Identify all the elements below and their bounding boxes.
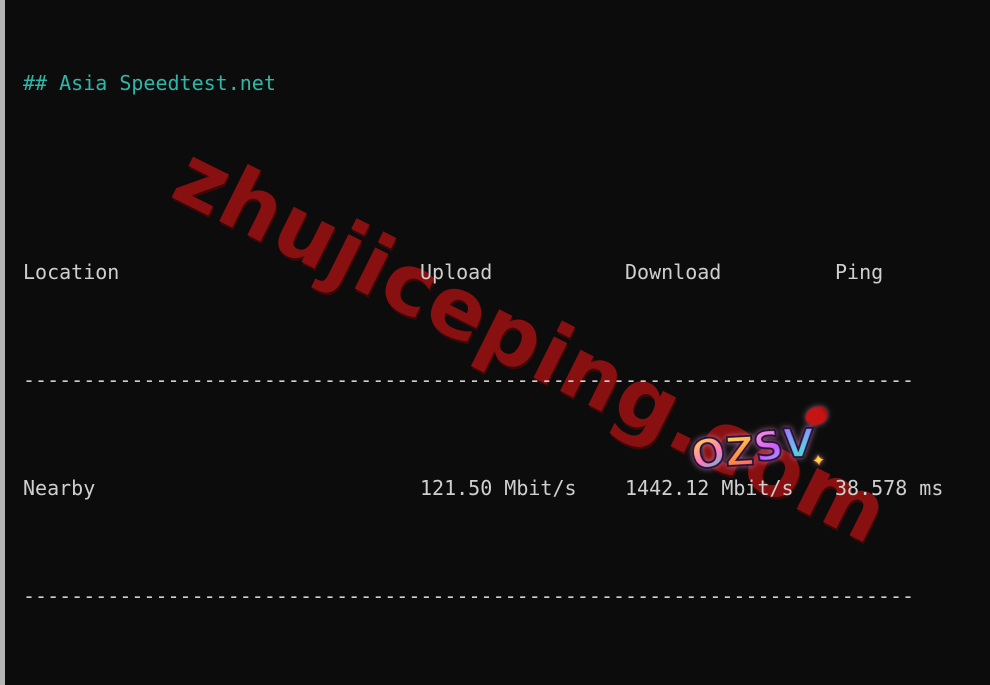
sparkle-icon: ✦ [810, 450, 827, 471]
column-header-ping: Ping [835, 260, 884, 284]
separator-line: ----------------------------------------… [23, 368, 915, 392]
blank-line [23, 151, 990, 178]
terminal-output: ## Asia Speedtest.net Location Upload Do… [23, 16, 990, 685]
sticker-letter: Z [723, 428, 756, 477]
nearby-row: Nearby 121.50 Mbit/s 1442.12 Mbit/s 38.5… [23, 475, 990, 502]
separator-line: ----------------------------------------… [23, 584, 915, 608]
cell-download: 1442.12 Mbit/s [625, 476, 794, 500]
sticker-letter: O [686, 427, 731, 481]
cell-upload: 121.50 Mbit/s [420, 476, 577, 500]
cell-location: Nearby [23, 476, 96, 500]
sticker-letter: V [781, 420, 815, 469]
cell-ping: 38.578 ms [835, 476, 944, 500]
table-header-row: Location Upload Download Ping [23, 259, 990, 286]
sticker-letter: S [749, 421, 788, 474]
column-header-download: Download [625, 260, 722, 284]
section-title: ## Asia Speedtest.net [23, 71, 276, 95]
column-header-location: Location [23, 260, 120, 284]
column-header-upload: Upload [420, 260, 493, 284]
